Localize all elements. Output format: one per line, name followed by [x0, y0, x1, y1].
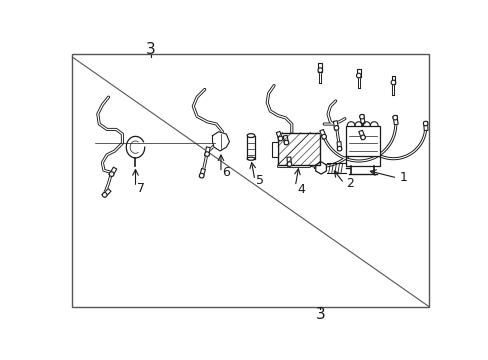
Text: 2: 2: [345, 177, 353, 190]
Circle shape: [102, 193, 107, 197]
Circle shape: [204, 152, 209, 156]
Circle shape: [284, 140, 288, 145]
Polygon shape: [283, 135, 288, 144]
Circle shape: [278, 136, 282, 141]
Polygon shape: [212, 132, 229, 151]
Circle shape: [109, 172, 114, 176]
Polygon shape: [391, 76, 395, 84]
Polygon shape: [199, 168, 205, 177]
Circle shape: [360, 135, 365, 140]
Text: 1: 1: [399, 171, 407, 184]
Ellipse shape: [246, 134, 254, 138]
Polygon shape: [356, 69, 360, 77]
Bar: [277, 132, 320, 165]
Bar: [345, 126, 379, 156]
Polygon shape: [315, 162, 325, 174]
Circle shape: [423, 121, 427, 126]
Polygon shape: [276, 131, 282, 141]
Circle shape: [321, 134, 325, 139]
Polygon shape: [336, 141, 341, 150]
Polygon shape: [319, 130, 326, 139]
Circle shape: [390, 80, 395, 85]
Polygon shape: [423, 122, 427, 131]
Text: 5: 5: [256, 174, 264, 187]
Polygon shape: [333, 121, 338, 130]
Circle shape: [356, 73, 360, 78]
Text: 3: 3: [146, 42, 156, 57]
Polygon shape: [204, 147, 210, 156]
Bar: [271, 142, 277, 157]
Circle shape: [317, 68, 322, 72]
Polygon shape: [358, 130, 365, 140]
Text: 7: 7: [137, 182, 145, 195]
Text: 6: 6: [222, 166, 230, 179]
Polygon shape: [359, 115, 364, 124]
Circle shape: [337, 147, 341, 151]
Circle shape: [333, 126, 338, 130]
Text: 4: 4: [297, 183, 305, 196]
Ellipse shape: [246, 157, 254, 160]
Circle shape: [359, 114, 364, 119]
Circle shape: [392, 115, 397, 120]
Text: 3: 3: [315, 307, 325, 322]
Polygon shape: [392, 116, 397, 125]
Circle shape: [199, 173, 203, 178]
Polygon shape: [318, 63, 322, 72]
Polygon shape: [286, 157, 291, 166]
Polygon shape: [102, 189, 111, 197]
Polygon shape: [126, 136, 144, 158]
Bar: [246, 136, 254, 159]
Polygon shape: [109, 167, 117, 176]
Circle shape: [286, 162, 291, 166]
